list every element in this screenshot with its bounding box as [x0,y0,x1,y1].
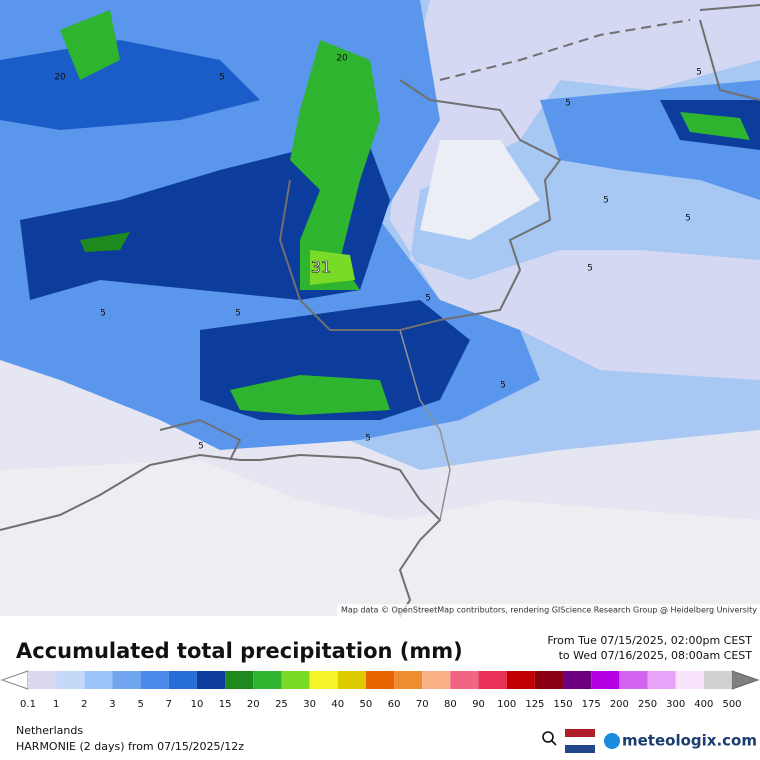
legend-swatch [703,671,732,689]
legend-swatch [478,671,507,689]
legend-swatch [196,671,226,689]
legend-label: 200 [610,699,629,710]
legend-label: 60 [388,699,401,710]
contour-label: 5 [685,214,691,224]
legend-swatch [28,671,57,689]
time-from: From Tue 07/15/2025, 02:00pm CEST [547,634,752,647]
legend-label: 250 [638,699,657,710]
legend-swatch [506,671,535,689]
precip-area [390,0,760,380]
legend-swatch [422,671,451,689]
legend-swatch [112,671,141,689]
precip-area [290,40,380,290]
brand-logo [604,733,620,749]
contour-label: 5 [365,434,371,444]
coastline [159,418,242,461]
legend-label: 300 [666,699,685,710]
legend-swatch [140,671,169,689]
legend-label: 1 [53,699,59,710]
contour-label: 20 [336,54,348,64]
legend-swatch [309,671,338,689]
precip-area [0,460,760,616]
contour-label: 5 [696,68,702,78]
legend-swatch [450,671,479,689]
contour-label: 5 [587,264,593,274]
legend-label: 2 [81,699,87,710]
contour-label: 5 [603,196,609,206]
precip-area [310,250,355,285]
border [278,79,562,331]
precip-area [680,112,750,140]
legend-swatch [253,671,282,689]
contour-label: 5 [565,99,571,109]
brand[interactable]: meteologix.com [622,732,757,750]
legend-label: 15 [219,699,232,710]
contour-label: 5 [100,309,106,319]
legend-swatch [365,671,395,689]
contour-label: 5 [235,309,241,319]
legend-label: 7 [166,699,172,710]
region: Netherlands [16,724,83,737]
contour-label: 31 [311,258,331,277]
contour-label: 5 [219,73,225,83]
legend-label: 0.1 [20,699,36,710]
legend-swatch [619,671,648,689]
precip-area [0,40,260,130]
border [0,453,442,617]
legend-swatch [225,671,254,689]
legend-label: 40 [331,699,344,710]
legend-label: 50 [360,699,373,710]
legend-swatch [675,671,704,689]
legend-label: 90 [472,699,485,710]
search-icon[interactable] [542,731,554,743]
contour-label: 5 [500,381,506,391]
legend-label: 100 [497,699,516,710]
legend-label: 3 [109,699,115,710]
time-to: to Wed 07/16/2025, 08:00am CEST [559,649,753,662]
attribution-box [337,604,760,616]
legend-arrow [731,670,760,690]
search-icon [551,740,557,746]
legend-label: 175 [582,699,601,710]
precip-area [420,140,540,240]
contour-label: 5 [198,442,204,452]
legend-label: 10 [191,699,204,710]
legend-label: 30 [303,699,316,710]
legend-swatch [337,671,366,689]
legend-swatch [647,671,676,689]
legend-label: 5 [137,699,143,710]
legend-label: 125 [525,699,544,710]
border [399,329,451,521]
precip-area [230,375,390,415]
legend-title: Accumulated total precipitation (mm) [16,639,463,663]
legend-label: 25 [275,699,288,710]
contour-label: 20 [54,73,66,83]
legend-swatch [168,671,197,689]
legend-label: 400 [694,699,713,710]
legend-label: 150 [553,699,572,710]
legend-swatch [534,671,564,689]
legend-swatch [56,671,85,689]
contour-label: 5 [425,294,431,304]
flag [565,729,595,753]
legend-label: 20 [247,699,260,710]
legend-swatch [394,671,423,689]
legend-label: 70 [416,699,429,710]
legend-arrow [0,670,29,690]
model-info: HARMONIE (2 days) from 07/15/2025/12z [16,740,244,753]
legend-label: 500 [722,699,741,710]
legend-swatch [281,671,310,689]
precip-area [60,10,120,80]
legend-label: 80 [444,699,457,710]
legend-swatch [591,671,620,689]
precip-area [80,232,130,252]
legend-swatch [84,671,113,689]
legend-swatch [563,671,592,689]
border [699,4,760,101]
attribution: Map data © OpenStreetMap contributors, r… [341,606,757,615]
coastline [439,19,691,81]
